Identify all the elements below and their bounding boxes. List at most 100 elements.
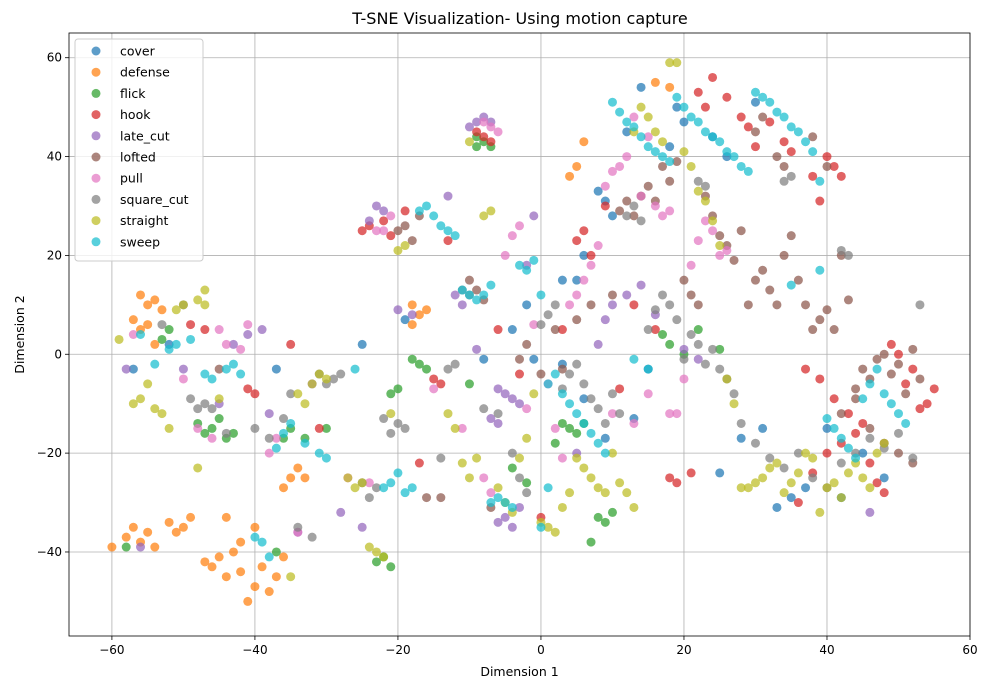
data-point: [650, 127, 660, 137]
data-point: [693, 354, 703, 364]
data-point: [400, 241, 410, 251]
data-point: [893, 349, 903, 359]
data-point: [658, 211, 668, 221]
data-point: [708, 216, 718, 226]
data-point: [386, 389, 396, 399]
data-point: [443, 226, 453, 236]
data-point: [221, 572, 231, 582]
data-point: [636, 132, 646, 142]
data-point: [550, 325, 560, 335]
data-point: [715, 468, 725, 478]
data-point: [221, 339, 231, 349]
data-point: [243, 330, 253, 339]
data-point: [128, 399, 138, 409]
series-late-cut: [121, 112, 875, 552]
data-point: [929, 384, 939, 394]
data-point: [114, 334, 124, 344]
data-point: [879, 473, 889, 483]
data-point: [300, 438, 310, 448]
data-point: [708, 344, 718, 354]
data-point: [708, 132, 718, 142]
data-point: [250, 582, 260, 592]
data-point: [443, 364, 453, 374]
data-point: [679, 147, 689, 157]
data-point: [793, 498, 803, 508]
data-point: [643, 364, 653, 374]
data-point: [808, 453, 818, 463]
legend-marker: [91, 216, 101, 226]
data-point: [615, 161, 625, 171]
data-point: [515, 399, 524, 409]
data-point: [479, 117, 489, 127]
data-point: [643, 132, 653, 142]
data-point: [472, 142, 482, 152]
data-point: [765, 97, 775, 107]
data-point: [593, 339, 603, 349]
data-point: [693, 236, 703, 246]
data-point: [257, 537, 267, 547]
data-point: [893, 409, 903, 419]
data-point: [472, 344, 482, 354]
data-point: [236, 369, 246, 379]
data-point: [207, 374, 217, 384]
data-point: [457, 285, 467, 295]
data-point: [493, 127, 503, 137]
data-point: [193, 295, 203, 305]
data-point: [371, 201, 381, 211]
data-point: [457, 458, 467, 468]
data-point: [858, 394, 868, 404]
data-point: [107, 542, 117, 552]
data-point: [121, 532, 131, 542]
data-point: [851, 394, 861, 404]
data-point: [579, 394, 589, 404]
data-point: [386, 562, 396, 572]
data-point: [858, 418, 868, 428]
data-point: [815, 265, 825, 275]
data-point: [658, 161, 668, 171]
data-point: [436, 493, 446, 503]
data-point: [193, 423, 203, 433]
data-point: [579, 226, 589, 236]
data-point: [500, 512, 510, 522]
data-point: [314, 448, 324, 458]
data-point: [908, 364, 918, 374]
x-tick-label: −60: [99, 643, 124, 657]
data-point: [200, 285, 210, 295]
data-point: [479, 290, 489, 300]
data-point: [314, 369, 324, 379]
data-point: [464, 137, 474, 147]
data-point: [536, 290, 546, 300]
data-point: [522, 433, 532, 443]
data-point: [607, 166, 617, 176]
data-point: [743, 122, 753, 132]
data-point: [586, 300, 596, 310]
data-point: [600, 181, 610, 191]
data-point: [586, 250, 596, 260]
data-point: [872, 478, 882, 488]
data-point: [422, 493, 432, 503]
data-point: [150, 404, 160, 414]
data-point: [736, 226, 746, 236]
data-point: [393, 384, 403, 394]
data-point: [236, 344, 246, 354]
data-point: [550, 527, 560, 537]
data-point: [393, 468, 403, 478]
data-point: [436, 379, 446, 389]
data-point: [164, 517, 174, 527]
data-point: [121, 542, 131, 552]
data-point: [186, 394, 196, 404]
data-point: [178, 364, 188, 374]
data-point: [808, 325, 818, 335]
data-point: [579, 250, 589, 260]
data-point: [200, 300, 210, 310]
data-point: [607, 448, 617, 458]
data-point: [801, 448, 811, 458]
data-point: [750, 87, 760, 97]
data-point: [858, 448, 868, 458]
data-point: [357, 522, 367, 532]
data-point: [650, 325, 660, 335]
data-point: [193, 404, 203, 414]
data-point: [901, 379, 911, 389]
data-point: [379, 483, 389, 493]
data-point: [443, 191, 453, 201]
